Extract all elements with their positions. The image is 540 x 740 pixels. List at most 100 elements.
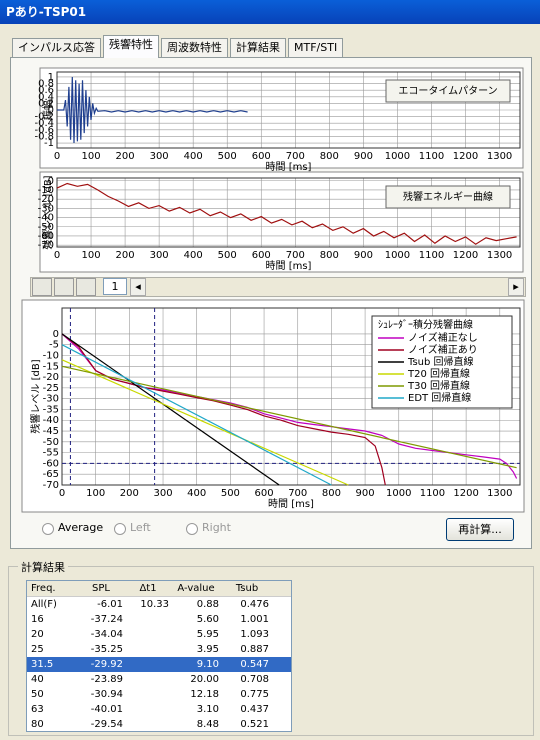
table-cell[interactable]: 0.88 [196, 599, 219, 610]
table-cell[interactable]: 80 [31, 719, 44, 730]
scroll-right[interactable]: ▸ [508, 278, 524, 296]
x-tick-label: 300 [150, 151, 169, 162]
table-cell[interactable]: 0.547 [240, 659, 269, 670]
x-tick-label: 400 [184, 151, 203, 162]
tab[interactable]: MTF/STI [288, 38, 344, 57]
table-cell[interactable]: -35.25 [90, 644, 123, 655]
x-tick-label: 1100 [419, 151, 444, 162]
radio-circle[interactable] [186, 523, 198, 535]
radio-label[interactable]: Right [202, 521, 231, 534]
table-cell[interactable]: 0.521 [240, 719, 269, 730]
y-tick-label: -60 [38, 231, 54, 242]
y-tick-label: -0.6 [34, 125, 54, 136]
column-header: A-value [177, 583, 215, 594]
table-cell[interactable]: 8.48 [196, 719, 219, 730]
column-header: Tsub [235, 583, 259, 594]
x-tick-label: 100 [81, 250, 100, 261]
table-cell[interactable]: -29.54 [90, 719, 123, 730]
table-cell[interactable]: 0.476 [240, 599, 269, 610]
tab[interactable]: 計算結果 [230, 38, 286, 57]
table-cell[interactable]: 63 [31, 704, 44, 715]
data-line [57, 76, 248, 144]
table-cell[interactable]: -29.92 [90, 659, 123, 670]
legend-label: T20 回帰直線 [407, 367, 470, 380]
x-tick-label: 100 [81, 151, 100, 162]
table-cell[interactable]: -40.01 [90, 704, 123, 715]
x-tick-label: 200 [116, 250, 135, 261]
tab[interactable]: 残響特性 [103, 35, 159, 58]
data-line [56, 182, 517, 245]
y-tick-label: -0.2 [34, 112, 54, 123]
table-cell[interactable]: -6.01 [97, 599, 123, 610]
tab[interactable]: インパルス応答 [12, 38, 101, 57]
table-cell[interactable]: 0.708 [240, 674, 269, 685]
table-cell[interactable]: -34.04 [90, 629, 123, 640]
x-tick-label: 0 [54, 151, 60, 162]
legend-label: EDT 回帰直線 [408, 391, 471, 404]
table-cell[interactable]: 0.887 [240, 644, 269, 655]
table-cell[interactable]: 12.18 [190, 689, 219, 700]
x-tick-label: 400 [187, 488, 206, 499]
header-row [27, 581, 291, 597]
y-tick-label: -10 [38, 185, 54, 196]
x-tick-label: 1100 [419, 250, 444, 261]
scroll-left[interactable]: ◂ [130, 278, 146, 296]
table-cell[interactable]: 50 [31, 689, 44, 700]
annotation: 残響エネルギー曲線 [403, 190, 493, 203]
table-cell[interactable]: 1.001 [240, 614, 269, 625]
title-bar: Pあり-TSP01 [0, 0, 540, 24]
radio-circle[interactable] [114, 523, 126, 535]
x-tick-label: 500 [218, 151, 237, 162]
x-tick-label: 0 [59, 488, 65, 499]
x-tick-label: 700 [288, 488, 307, 499]
toolbar-bg [30, 277, 526, 297]
x-axis-label: 時間 [ms] [266, 161, 312, 173]
table-cell[interactable]: 16 [31, 614, 44, 625]
radio-circle[interactable] [42, 523, 54, 535]
table-cell[interactable]: 5.95 [196, 629, 219, 640]
table-cell[interactable]: 3.10 [196, 704, 219, 715]
table-cell[interactable]: 0.437 [240, 704, 269, 715]
data-line [61, 365, 517, 469]
annotation-box [385, 79, 511, 103]
table-cell[interactable]: 1.093 [240, 629, 269, 640]
table-cell[interactable]: -23.89 [90, 674, 123, 685]
table-cell[interactable]: 20.00 [190, 674, 219, 685]
table-cell[interactable]: -37.24 [90, 614, 123, 625]
column-header: Δt1 [139, 583, 157, 594]
y-tick-label: -0.8 [34, 131, 54, 142]
table-cell[interactable]: 31.5 [31, 659, 54, 670]
table-cell[interactable]: 9.10 [196, 659, 219, 670]
table-cell[interactable]: 20 [31, 629, 44, 640]
x-tick-label: 300 [153, 488, 172, 499]
y-tick-label: 0 [53, 329, 59, 340]
x-tick-label: 600 [252, 151, 271, 162]
data-line [61, 333, 386, 486]
table-cell[interactable]: 25 [31, 644, 44, 655]
table-cell[interactable]: -30.94 [90, 689, 123, 700]
x-tick-label: 1200 [453, 488, 478, 499]
tab[interactable]: 周波数特性 [161, 38, 228, 57]
zoom-in[interactable] [54, 278, 74, 296]
table-cell[interactable]: 10.33 [140, 599, 169, 610]
table-cell[interactable]: 3.95 [196, 644, 219, 655]
recalc-button[interactable]: 再計算... [446, 518, 514, 541]
zoom-fit[interactable] [32, 278, 52, 296]
table-cell[interactable]: 40 [31, 674, 44, 685]
selected-row [27, 657, 291, 672]
table-cell[interactable]: 0.775 [240, 689, 269, 700]
y-tick-label: -40 [38, 213, 54, 224]
x-tick-label: 900 [354, 250, 373, 261]
y-tick-label: -30 [38, 203, 54, 214]
y-tick-label: -65 [43, 469, 59, 480]
column-header: Freq. [31, 583, 56, 594]
table-cell[interactable]: 5.60 [196, 614, 219, 625]
x-axis-label: 時間 [ms] [266, 260, 312, 272]
table-cell[interactable]: All(F) [31, 599, 57, 610]
radio-label[interactable]: Left [130, 521, 151, 534]
radio-label[interactable]: Average [58, 521, 104, 534]
x-tick-label: 800 [322, 488, 341, 499]
zoom-out[interactable] [76, 278, 96, 296]
annotation: エコータイムパターン [398, 85, 497, 97]
